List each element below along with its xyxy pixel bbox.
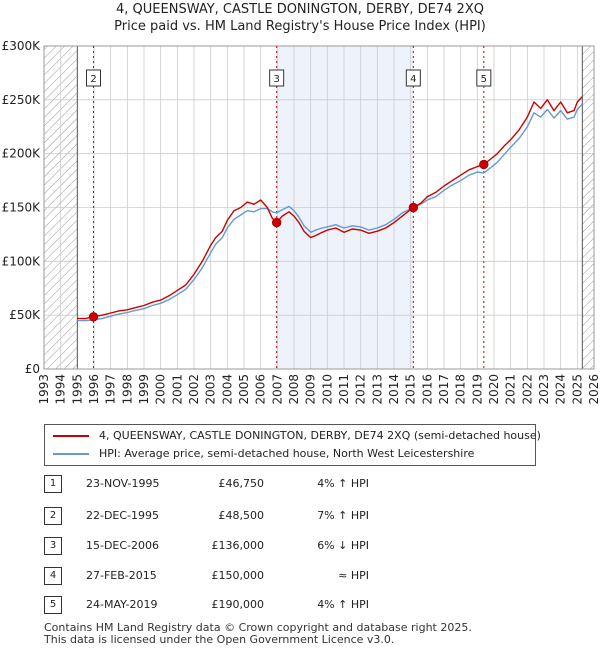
transaction-number-badge: 5 [44,596,62,614]
x-tick-label: 1993 [37,374,51,405]
y-tick-label: £150K [2,201,42,215]
transaction-number-badge: 3 [44,537,62,555]
transaction-marker [271,217,282,228]
footer: Contains HM Land Registry data © Crown c… [44,622,472,646]
transaction-date: 23-NOV-1995 [86,477,160,490]
hpi-line [77,103,583,322]
x-tick-label: 2025 [570,374,584,405]
footer-copyright: Contains HM Land Registry data © Crown c… [44,621,472,634]
transaction-price: £48,500 [218,509,265,522]
legend-swatch-hpi [53,453,89,455]
x-tick-label: 2011 [337,374,351,405]
transaction-hpi-relation: 6% ↓ HPI [317,539,369,552]
transaction-marker [88,312,99,322]
x-tick-label: 1994 [54,374,68,405]
legend-label-price: 4, QUEENSWAY, CASTLE DONINGTON, DERBY, D… [99,429,541,442]
x-tick-label: 2020 [487,374,501,405]
x-tick-label: 2012 [354,374,368,405]
x-tick-label: 2002 [187,374,201,405]
transaction-hpi-relation: 4% ↑ HPI [317,477,369,490]
transaction-box [86,69,101,87]
transaction-date: 15-DEC-2006 [86,539,160,552]
transaction-box-label: 2 [90,74,96,85]
transaction-price: £46,750 [218,477,265,490]
price-paid-line [77,96,583,320]
transaction-date: 27-FEB-2015 [86,569,157,582]
transaction-date: 22-DEC-1995 [86,509,160,522]
transaction-box [269,69,285,87]
transaction-price: £190,000 [211,598,265,611]
legend: 4, QUEENSWAY, CASTLE DONINGTON, DERBY, D… [44,424,541,466]
x-tick-label: 2007 [270,374,284,405]
x-tick-label: 2017 [437,374,451,405]
x-tick-label: 2006 [254,374,268,405]
transaction-marker [479,159,489,170]
transaction-number-badge: 1 [44,475,62,493]
legend-label-hpi: HPI: Average price, semi-detached house,… [99,447,475,460]
transaction-box-label: 5 [481,74,487,85]
x-tick-label: 2000 [154,374,168,405]
transaction-box-label: 3 [273,74,279,85]
footer-license: This data is licensed under the Open Gov… [44,633,395,646]
transaction-number-badge: 4 [44,567,62,585]
transaction-hpi-relation: ≈ HPI [338,569,369,582]
transaction-date: 24-MAY-2019 [86,598,158,611]
x-tick-label: 2005 [237,374,251,405]
transaction-hpi-relation: 7% ↑ HPI [317,509,369,522]
x-tick-label: 2013 [370,374,384,405]
x-tick-label: 1995 [70,374,84,405]
transaction-box-label: 4 [410,74,416,85]
x-tick-label: 2009 [304,374,318,405]
transaction-price: £150,000 [211,569,265,582]
title-line-2: Price paid vs. HM Land Registry's House … [114,19,486,34]
x-tick-label: 2004 [220,374,234,405]
x-tick-label: 2016 [420,374,434,405]
x-tick-label: 2026 [587,374,600,405]
x-tick-label: 1999 [137,374,151,405]
x-tick-label: 2008 [287,374,301,405]
transaction-box [405,69,421,87]
x-tick-label: 2019 [470,374,484,405]
x-tick-label: 1997 [104,374,118,405]
y-tick-label: £200K [2,147,42,161]
x-tick-label: 2018 [454,374,468,405]
y-tick-label: £100K [2,254,42,268]
x-tick-label: 2022 [520,374,534,405]
x-tick-label: 2010 [320,374,334,405]
x-tick-label: 2014 [387,374,401,405]
y-tick-label: £300K [2,39,42,53]
x-tick-label: 1998 [120,374,134,405]
x-tick-label: 1996 [87,374,101,405]
transaction-hpi-relation: 4% ↑ HPI [317,598,369,611]
x-tick-label: 2015 [404,374,418,405]
x-tick-label: 2024 [554,374,568,405]
y-tick-label: £50K [9,308,41,322]
plot-border [43,45,595,370]
legend-swatch-price [53,435,89,437]
transaction-number-badge: 2 [44,507,62,525]
transaction-marker [408,202,419,213]
transaction-price: £136,000 [211,539,265,552]
x-tick-label: 2003 [204,374,218,405]
y-tick-label: £0 [25,362,40,376]
x-tick-label: 2001 [170,374,184,405]
x-tick-label: 2021 [504,374,518,405]
title-line-1: 4, QUEENSWAY, CASTLE DONINGTON, DERBY, D… [116,2,484,17]
y-tick-label: £250K [2,93,42,107]
x-tick-label: 2023 [537,374,551,405]
chart-title: 4, QUEENSWAY, CASTLE DONINGTON, DERBY, D… [0,1,600,35]
transaction-box [476,69,492,87]
